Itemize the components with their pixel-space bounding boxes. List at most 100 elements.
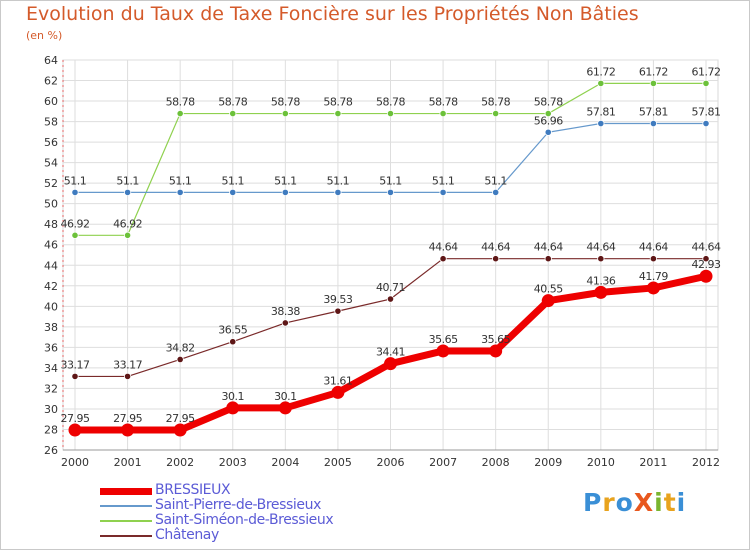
x-tick-label: 2008 — [482, 456, 510, 469]
data-point — [386, 188, 395, 196]
y-tick-label: 42 — [44, 280, 58, 293]
data-point — [123, 231, 132, 239]
y-tick-label: 40 — [44, 300, 58, 313]
logo-letter: i — [654, 488, 664, 517]
legend-item: BRESSIEUX — [100, 482, 380, 498]
data-label: 44.64 — [534, 241, 563, 254]
y-tick-label: 60 — [44, 95, 58, 108]
y-tick-label: 54 — [44, 157, 58, 170]
legend-item: Châtenay — [100, 527, 380, 543]
data-label: 58.78 — [323, 96, 352, 109]
data-point — [544, 128, 552, 136]
data-point — [649, 79, 658, 88]
data-point — [702, 255, 710, 263]
logo-letter: i — [676, 488, 687, 517]
data-point — [384, 357, 397, 371]
legend-item: Saint-Siméon-de-Bressieux — [100, 512, 380, 528]
data-label: 36.55 — [218, 324, 247, 337]
data-point — [173, 423, 187, 437]
legend-swatch — [100, 520, 152, 522]
y-tick-label: 52 — [44, 177, 58, 190]
data-point — [229, 188, 237, 196]
data-point — [594, 285, 608, 299]
data-label: 44.64 — [481, 241, 510, 254]
data-point — [281, 319, 289, 327]
legend-swatch — [100, 535, 152, 537]
x-tick-label: 2002 — [166, 456, 194, 469]
y-tick-label: 56 — [44, 136, 58, 149]
y-tick-label: 48 — [44, 218, 58, 231]
data-point — [597, 255, 605, 263]
y-tick-label: 62 — [44, 75, 58, 88]
data-label: 51.1 — [222, 174, 245, 187]
data-point — [439, 109, 447, 118]
y-tick-label: 34 — [44, 362, 58, 375]
data-point — [386, 295, 395, 303]
data-point — [71, 188, 79, 196]
data-label: 27.95 — [61, 412, 90, 425]
data-point — [334, 109, 342, 118]
data-label: 51.1 — [484, 174, 507, 187]
data-label: 39.53 — [323, 293, 352, 306]
data-label: 61.72 — [692, 65, 721, 78]
legend-swatch — [100, 488, 152, 495]
x-tick-label: 2006 — [377, 456, 405, 469]
x-tick-label: 2007 — [429, 456, 457, 469]
data-label: 51.1 — [116, 174, 139, 187]
data-label: 27.95 — [166, 412, 195, 425]
data-point — [334, 307, 342, 315]
data-label: 51.1 — [64, 174, 87, 187]
data-point — [386, 109, 395, 118]
y-tick-label: 46 — [44, 239, 58, 252]
data-label: 61.72 — [639, 65, 668, 78]
data-label: 35.65 — [429, 333, 458, 346]
x-tick-label: 2009 — [534, 456, 562, 469]
data-point — [331, 385, 345, 399]
data-point — [492, 188, 500, 196]
legend-label: BRESSIEUX — [155, 482, 231, 498]
data-label: 41.36 — [586, 274, 615, 287]
data-point — [226, 401, 240, 415]
data-point — [489, 344, 503, 358]
data-point — [334, 188, 342, 196]
data-label: 40.55 — [534, 283, 563, 296]
x-tick-label: 2001 — [114, 456, 142, 469]
data-label: 27.95 — [113, 412, 142, 425]
y-tick-label: 36 — [44, 341, 58, 354]
legend-label: Saint-Siméon-de-Bressieux — [155, 512, 334, 528]
data-label: 30.1 — [222, 390, 245, 403]
data-label: 40.71 — [376, 281, 405, 294]
data-point — [176, 188, 184, 196]
data-label: 58.78 — [481, 96, 510, 109]
data-label: 57.81 — [586, 106, 615, 119]
legend-label: Saint-Pierre-de-Bressieux — [155, 497, 321, 513]
data-label: 58.78 — [534, 96, 563, 109]
y-tick-label: 26 — [44, 444, 58, 457]
data-label: 46.92 — [113, 217, 142, 230]
y-tick-label: 32 — [44, 382, 58, 395]
logo-letter: o — [615, 488, 634, 517]
data-label: 38.38 — [271, 305, 300, 318]
data-point — [281, 109, 289, 118]
data-label: 61.72 — [586, 65, 615, 78]
x-tick-label: 2012 — [692, 456, 720, 469]
data-point — [71, 231, 79, 239]
x-tick-label: 2000 — [61, 456, 89, 469]
data-label: 51.1 — [327, 174, 350, 187]
data-label: 58.78 — [376, 96, 405, 109]
y-tick-label: 64 — [44, 54, 58, 67]
y-tick-label: 38 — [44, 321, 58, 334]
data-point — [544, 255, 552, 263]
logo-letter: t — [663, 488, 677, 517]
data-point — [123, 188, 132, 196]
data-point — [229, 338, 237, 346]
data-label: 42.93 — [692, 258, 721, 271]
data-label: 58.78 — [218, 96, 247, 109]
data-label: 58.78 — [166, 96, 195, 109]
x-tick-label: 2005 — [324, 456, 352, 469]
data-label: 57.81 — [639, 106, 668, 119]
data-label: 30.1 — [274, 390, 297, 403]
data-label: 44.64 — [692, 241, 721, 254]
data-label: 34.82 — [166, 341, 195, 354]
